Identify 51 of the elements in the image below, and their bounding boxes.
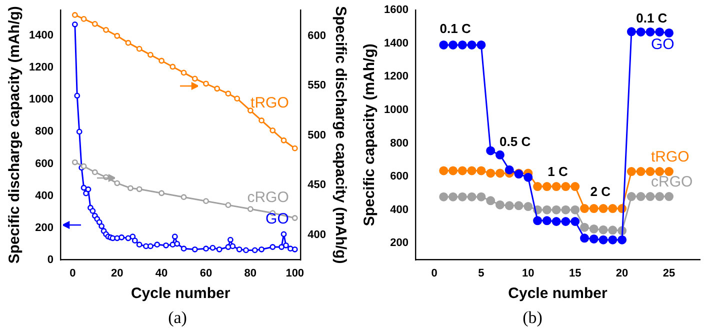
x-tick-label: 5 xyxy=(478,267,484,280)
y2-tick-label: 500 xyxy=(308,129,326,142)
y-tick-label: 200 xyxy=(390,237,408,250)
annotation: 0.5 C xyxy=(500,134,532,149)
y-tick-label: 0 xyxy=(47,254,54,266)
x-tick-label: 80 xyxy=(244,267,257,280)
y2-tick-label: 400 xyxy=(308,228,326,241)
series-label: GO xyxy=(651,36,674,54)
y-tick-label: 1400 xyxy=(384,37,408,50)
y-tick-label: 1200 xyxy=(28,62,54,74)
x-tick-label: 20 xyxy=(111,267,124,280)
x-tick-label: 0 xyxy=(70,267,76,280)
y-tick-label: 1000 xyxy=(384,104,408,116)
y-tick-label: 1400 xyxy=(28,30,54,42)
annotation: 0.1 C xyxy=(440,20,472,36)
y-tick-label: 1600 xyxy=(384,4,408,16)
y-tick-label: 1200 xyxy=(384,70,408,83)
x-tick-label: 40 xyxy=(155,267,168,280)
y-tick-label: 600 xyxy=(35,158,54,170)
annotation: 2 C xyxy=(590,184,612,199)
series-label: tRGO xyxy=(250,94,289,112)
y-tick-label: 400 xyxy=(390,204,408,216)
y-axis-title: Specific discharge capacity (mAh/g) xyxy=(6,6,24,264)
series-label: GO xyxy=(266,210,289,228)
y-tick-label: 600 xyxy=(390,170,408,183)
y-tick-label: 800 xyxy=(35,126,54,138)
y2-tick-label: 450 xyxy=(308,179,326,192)
y-tick-label: 400 xyxy=(35,190,54,202)
text: (b) xyxy=(522,308,544,328)
x-axis-title: Cycle number xyxy=(508,285,608,302)
x-tick-label: 25 xyxy=(662,267,676,280)
x-tick-label: 60 xyxy=(200,267,212,280)
y-tick-label: 1000 xyxy=(28,94,54,106)
x-tick-label: 10 xyxy=(522,267,534,280)
x-tick-label: 15 xyxy=(568,267,582,280)
x-tick-label: 100 xyxy=(286,267,304,280)
annotation: 1 C xyxy=(548,164,568,179)
series-label: tRGO xyxy=(651,148,690,166)
y-tick-label: 200 xyxy=(35,222,54,234)
y2-tick-label: 600 xyxy=(308,30,326,42)
y2-tick-label: 550 xyxy=(308,80,326,92)
y2-axis-title: Specific discharge capacity (mAh/g) xyxy=(332,6,349,264)
x-tick-label: 20 xyxy=(616,267,628,280)
series-label: cRGO xyxy=(247,189,289,206)
x-tick-label: 0 xyxy=(431,267,438,280)
y-axis-title: Specific capacity (mAh/g) xyxy=(361,44,378,226)
y-tick-label: 800 xyxy=(390,137,408,150)
series-label: cRGO xyxy=(651,174,693,191)
text: (a) xyxy=(167,308,188,328)
x-axis-title: Cycle number xyxy=(130,285,230,302)
annotation: 0.1 C xyxy=(636,10,668,26)
